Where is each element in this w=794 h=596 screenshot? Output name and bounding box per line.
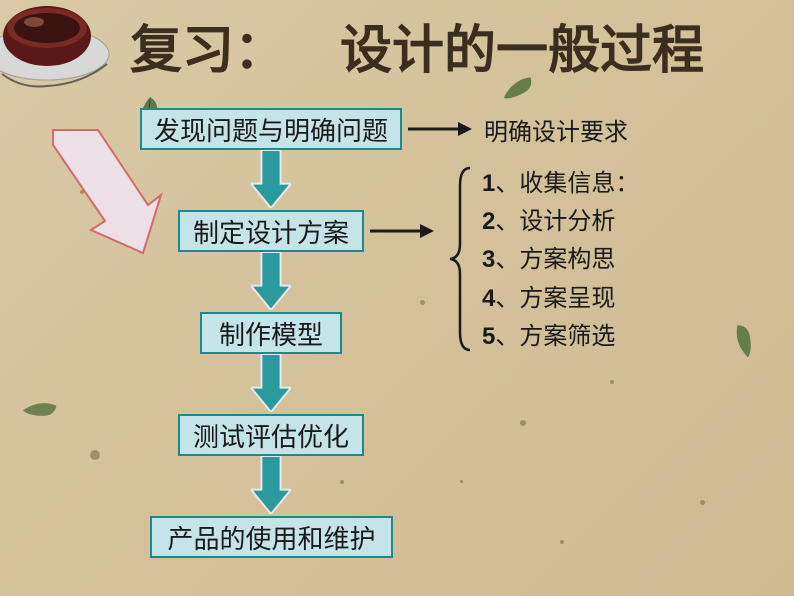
speckle <box>610 380 614 384</box>
page-title: 复习： 设计的一般过程 <box>130 8 704 83</box>
down-arrow <box>251 456 291 514</box>
title-prefix: 复习： <box>130 23 286 80</box>
right-arrow <box>408 122 472 136</box>
speckle <box>460 480 463 483</box>
list-item: 3、方案构思 <box>482 241 639 279</box>
title-main: 设计的一般过程 <box>340 23 704 80</box>
speckle <box>700 500 705 505</box>
leaf-decoration <box>721 314 774 370</box>
list-item: 2、设计分析 <box>482 203 639 241</box>
teacup-decoration <box>0 0 122 89</box>
speckle <box>90 450 100 460</box>
right-arrow <box>370 224 434 238</box>
flow-box-box2: 制定设计方案 <box>178 210 364 252</box>
flow-box-box1: 发现问题与明确问题 <box>140 108 402 150</box>
leaf-decoration <box>10 388 64 436</box>
speckle <box>520 420 526 426</box>
flow-box-box3: 制作模型 <box>200 312 342 354</box>
speckle <box>420 300 425 305</box>
list-item: 5、方案筛选 <box>482 318 639 356</box>
speckle <box>560 540 564 544</box>
list-item: 1、收集信息： <box>482 165 639 203</box>
flow-box-box4: 测试评估优化 <box>178 414 364 456</box>
list-item: 4、方案呈现 <box>482 280 639 318</box>
down-arrow <box>251 252 291 310</box>
list-brace <box>448 166 474 352</box>
down-arrow <box>251 150 291 208</box>
speckle <box>340 480 344 484</box>
flow-box-box5: 产品的使用和维护 <box>150 516 393 558</box>
down-arrow <box>251 354 291 412</box>
scheme-list: 1、收集信息：2、设计分析3、方案构思4、方案呈现5、方案筛选 <box>482 165 639 356</box>
requirement-label: 明确设计要求 <box>484 112 628 147</box>
